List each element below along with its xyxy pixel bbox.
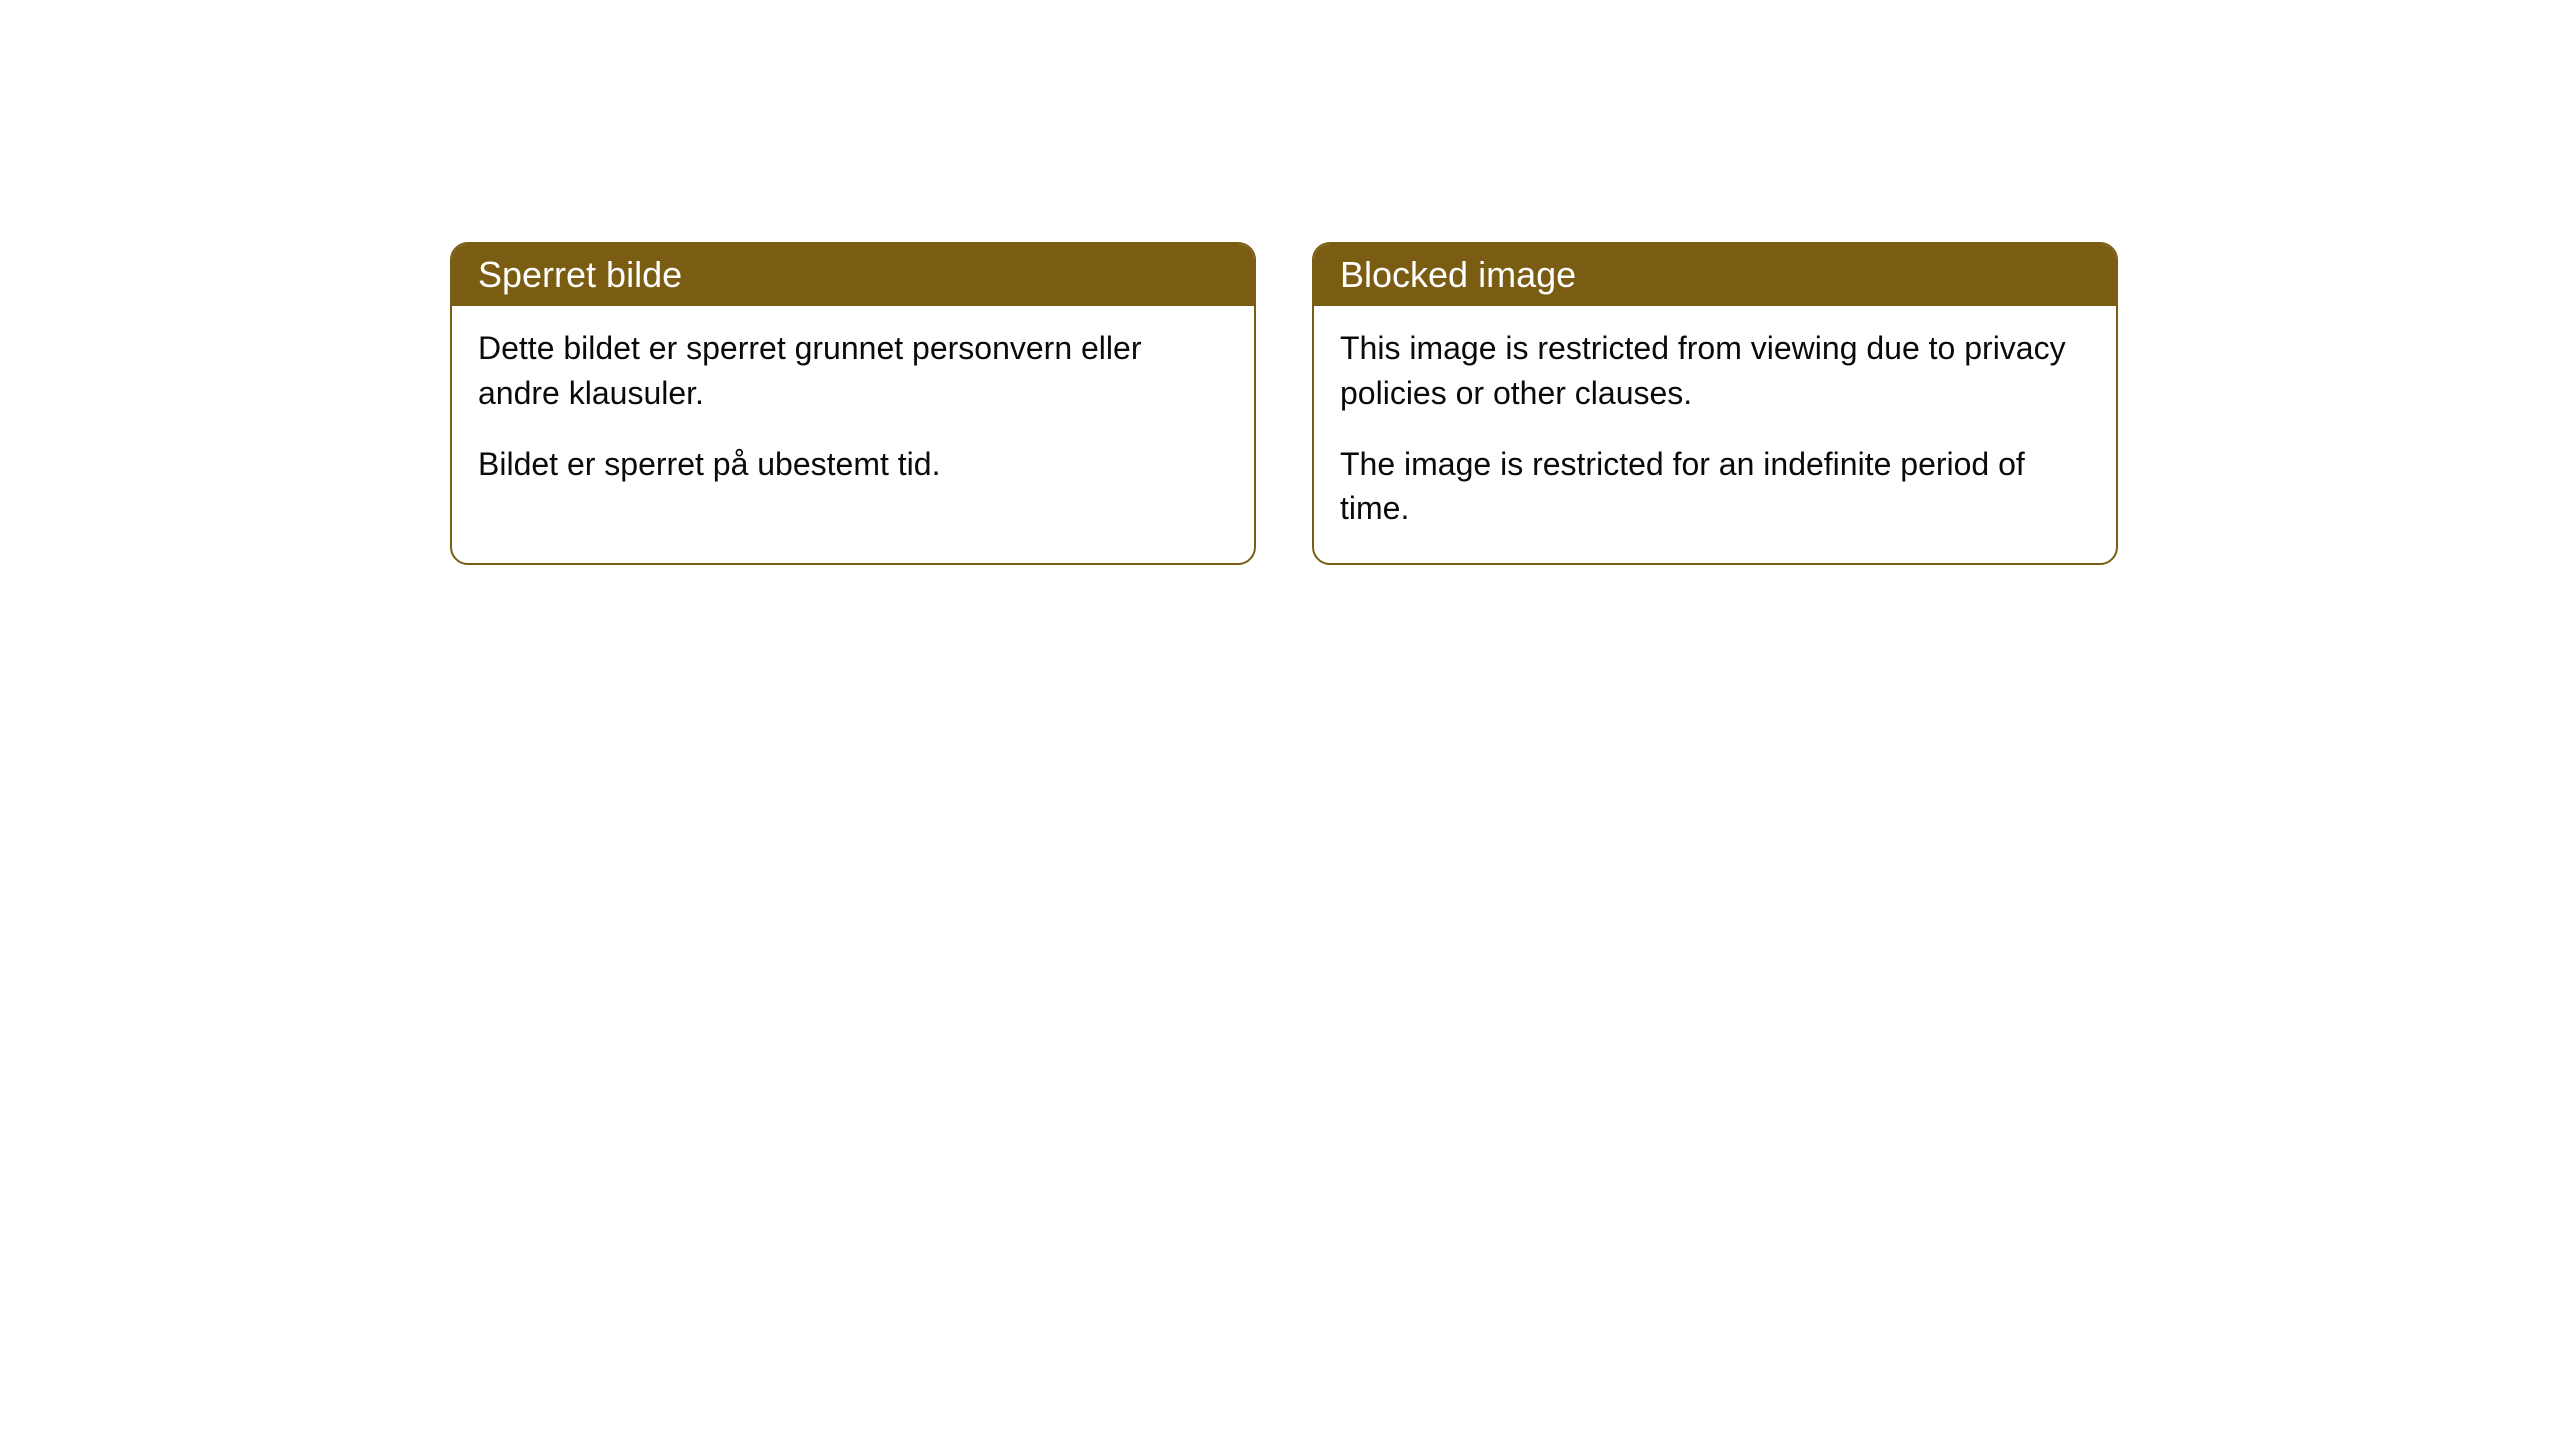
- card-paragraph-2-norwegian: Bildet er sperret på ubestemt tid.: [478, 442, 1228, 487]
- blocked-image-card-norwegian: Sperret bilde Dette bildet er sperret gr…: [450, 242, 1256, 565]
- notice-container: Sperret bilde Dette bildet er sperret gr…: [450, 242, 2118, 565]
- blocked-image-card-english: Blocked image This image is restricted f…: [1312, 242, 2118, 565]
- card-body-norwegian: Dette bildet er sperret grunnet personve…: [452, 306, 1254, 518]
- card-header-english: Blocked image: [1314, 244, 2116, 306]
- card-title-norwegian: Sperret bilde: [478, 254, 682, 295]
- card-paragraph-1-norwegian: Dette bildet er sperret grunnet personve…: [478, 326, 1228, 416]
- card-title-english: Blocked image: [1340, 254, 1576, 295]
- card-paragraph-1-english: This image is restricted from viewing du…: [1340, 326, 2090, 416]
- card-body-english: This image is restricted from viewing du…: [1314, 306, 2116, 563]
- card-paragraph-2-english: The image is restricted for an indefinit…: [1340, 442, 2090, 532]
- card-header-norwegian: Sperret bilde: [452, 244, 1254, 306]
